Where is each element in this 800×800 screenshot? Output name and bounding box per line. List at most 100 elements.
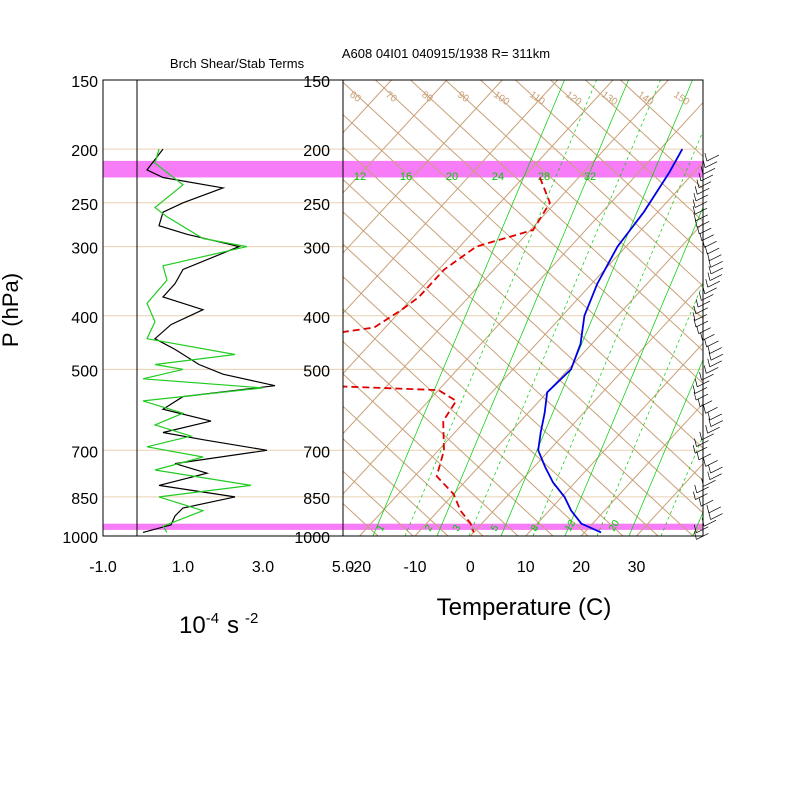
- wind-barb: [708, 259, 723, 268]
- wind-barb-shaft: [710, 420, 724, 427]
- wind-barb: [702, 285, 717, 295]
- wind-barb-flag: [703, 365, 707, 374]
- wind-barb: [708, 464, 723, 474]
- wind-barb: [701, 478, 716, 487]
- isotherm-label: 70: [383, 89, 399, 105]
- wind-barb-flag: [694, 219, 698, 228]
- y-axis-label: P (hPa): [0, 273, 23, 347]
- wind-barb-shaft: [701, 234, 714, 242]
- pressure-tick-label: 400: [71, 310, 98, 327]
- wind-barb: [694, 438, 709, 447]
- skewt-mixing-ratio-line: [468, 80, 661, 536]
- wind-barb-flag: [705, 279, 709, 288]
- skewt-adiabat: [343, 308, 589, 536]
- wind-barb: [705, 279, 720, 288]
- wind-barb-shaft: [702, 333, 715, 341]
- pressure-tick-label: 150: [71, 74, 98, 91]
- skewt-adiabat: [343, 114, 703, 449]
- wind-barb: [703, 458, 718, 467]
- pressure-tick-label: 200: [71, 143, 98, 160]
- wind-barb-shaft: [694, 207, 708, 215]
- pressure-tick-label: 150: [303, 74, 330, 91]
- skewt-adiabat: [0, 80, 308, 536]
- wind-barb: [692, 385, 708, 394]
- pressure-tick-label: 500: [303, 363, 330, 380]
- left-x-tick-label: 5.0: [332, 559, 354, 576]
- pressure-tick-label: 850: [303, 491, 330, 508]
- skewt-isotherm: [343, 80, 448, 194]
- wind-barb-flag: [693, 318, 697, 328]
- skewt-adiabat: [343, 470, 414, 536]
- wind-barb-flag: [698, 498, 702, 507]
- wind-barb-shaft: [706, 154, 720, 162]
- wind-barb: [707, 252, 722, 261]
- wind-barb-flag: [692, 206, 696, 215]
- pressure-tick-label: 400: [303, 310, 330, 327]
- wind-barb-shaft: [701, 373, 714, 381]
- skewt-adiabat: [0, 80, 238, 536]
- skewt-isotherm: [747, 80, 800, 536]
- wind-barb-flag: [692, 312, 696, 321]
- wind-barb: [699, 232, 714, 242]
- wind-barb-flag: [693, 391, 697, 401]
- wind-barb-flag: [707, 272, 711, 281]
- wind-barb-shaft: [709, 360, 722, 368]
- skewt-x-tick-label: -20: [348, 559, 371, 576]
- wind-barb-shaft: [694, 314, 708, 321]
- left-panel-series: [142, 148, 276, 533]
- temperature-profile-line: [537, 148, 684, 534]
- left-x-label-exponent: -4: [206, 610, 219, 627]
- wind-barb: [708, 511, 723, 520]
- wind-barb: [708, 352, 724, 361]
- isotherm-label: 150: [671, 89, 691, 108]
- skewt-mixing-ratio-line: [436, 80, 629, 536]
- pressure-tick-label: 700: [71, 444, 98, 461]
- wind-barb-shaft: [707, 247, 720, 255]
- wind-barb: [705, 425, 720, 434]
- skewt-x-axis-label: Temperature (C): [437, 594, 612, 621]
- skewt-x-tick-label: 0: [466, 559, 475, 576]
- shear-profile-line: [142, 148, 264, 533]
- skewt-mixing-ratio-line: [660, 435, 703, 536]
- wind-barb: [707, 272, 723, 281]
- wind-barb-shaft: [707, 280, 720, 288]
- skewt-isotherm: [0, 80, 225, 536]
- wind-barb-flag: [705, 425, 708, 434]
- left-x-tick-labels: -1.0 1.0 3.0 5.0: [89, 559, 354, 576]
- skewt-series: [343, 148, 684, 534]
- wind-barb-flag: [698, 292, 702, 301]
- skewt-mixing-ratio-line: [628, 358, 703, 536]
- wind-barb: [699, 431, 714, 441]
- skewt-isotherm: [0, 80, 281, 536]
- wind-barb: [696, 451, 712, 461]
- wind-barb-shaft: [704, 161, 718, 169]
- wind-barb-shaft: [696, 526, 709, 534]
- left-panel-title: Brch Shear/Stab Terms: [170, 56, 305, 71]
- skewt-x-tick-label: -10: [403, 559, 426, 576]
- mixing-ratio-label: 12: [354, 171, 366, 183]
- isotherm-label: 110: [527, 89, 547, 107]
- pressure-tick-label: 250: [303, 197, 330, 214]
- wind-barb: [707, 471, 722, 481]
- skewt-panel-title: A608 04I01 040915/1938 R= 311km: [342, 46, 550, 61]
- wind-barb-flag: [696, 451, 700, 460]
- wind-barb: [692, 312, 708, 321]
- wind-barb-flag: [707, 358, 711, 367]
- pressure-tick-label: 300: [71, 241, 98, 258]
- skewt-isotherm: [525, 342, 703, 536]
- skewt-adiabat: [445, 80, 703, 320]
- skewt-mixing-ratio-line: [500, 80, 693, 536]
- mixing-ratio-label: 16: [400, 171, 412, 183]
- dewpoint-profile-line: [343, 177, 551, 533]
- wind-barb-flag: [694, 484, 698, 494]
- skewt-x-tick-labels: -20 -10 0 10 20 30: [348, 559, 645, 576]
- skewt-isotherm: [691, 523, 703, 536]
- wind-barb-shaft: [706, 340, 719, 348]
- skewt-highlight-band: [343, 523, 703, 530]
- pressure-tick-label: 1000: [62, 530, 98, 547]
- left-x-tick-label: 3.0: [252, 559, 274, 576]
- skewt-adiabat: [343, 535, 344, 536]
- skewt-adiabat: [550, 80, 703, 222]
- wind-barb: [696, 179, 712, 188]
- wind-barb-shaft: [710, 267, 724, 275]
